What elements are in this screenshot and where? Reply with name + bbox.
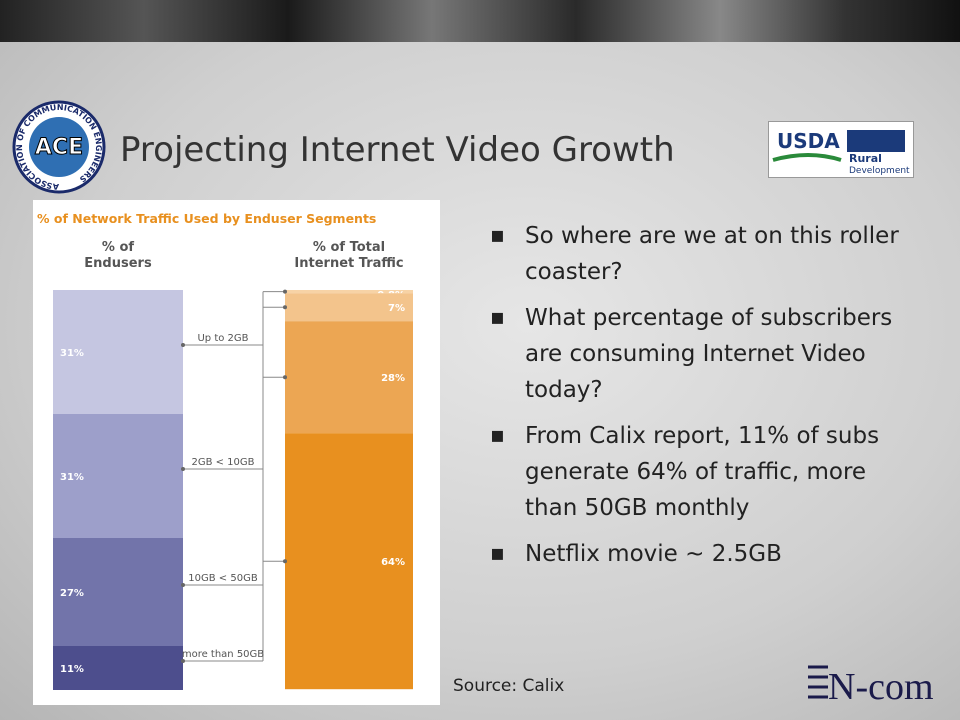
segment (285, 290, 413, 294)
segment-label: 7% (388, 303, 405, 314)
segment (285, 321, 413, 434)
banner (0, 0, 960, 42)
usda-text: USDA (777, 129, 840, 153)
connector-dot (181, 467, 185, 471)
ace-logo: ASSOCIATION OF COMMUNICATION ENGINEERS A… (12, 100, 106, 194)
connector-dot (283, 289, 287, 294)
bullet: From Calix report, 11% of subs generate … (490, 418, 905, 526)
column-heading: % of Endusers (84, 240, 152, 271)
usda-rural: Rural (849, 152, 882, 165)
connector-dot (181, 659, 185, 663)
ace-text: ACE (35, 135, 83, 160)
segment (53, 414, 183, 538)
slide-title: Projecting Internet Video Growth (120, 130, 675, 170)
segment-label: 31% (60, 348, 84, 359)
connector-dot (181, 343, 185, 347)
segment (53, 290, 183, 414)
segment-label: 64% (381, 557, 405, 568)
segment-label: 27% (60, 588, 84, 599)
category-label: 10GB < 50GB (188, 573, 258, 584)
segment (53, 538, 183, 646)
connector-dot (283, 559, 287, 564)
bullet: Netflix movie ~ 2.5GB (490, 536, 905, 572)
ncom-text: N-com (828, 666, 934, 708)
bullet: So where are we at on this roller coaste… (490, 218, 905, 290)
segment (285, 293, 413, 322)
segment-label: 11% (60, 664, 84, 675)
bullet-list: So where are we at on this roller coaste… (490, 218, 910, 582)
source: Source: Calix (453, 676, 565, 696)
connector-dot (283, 305, 287, 310)
usda-logo: USDA Rural Development (768, 121, 914, 178)
ncom-logo: N-com (808, 665, 934, 708)
connector-dot (283, 375, 287, 380)
usda-svg: USDA Rural Development (772, 129, 910, 176)
segment (285, 433, 413, 690)
chart-title: % of Network Traffic Used by Enduser Seg… (37, 211, 376, 226)
connector-dot (181, 583, 185, 587)
category-label: 2GB < 10GB (191, 457, 254, 468)
chart: % of Network Traffic Used by Enduser Seg… (33, 200, 440, 705)
segment-label: 31% (60, 472, 84, 483)
segment-label: 28% (381, 373, 405, 384)
usda-development: Development (849, 166, 910, 176)
segment (53, 646, 183, 690)
bullet: What percentage of subscribers are consu… (490, 300, 905, 408)
category-label: more than 50GB (182, 649, 264, 660)
category-label: Up to 2GB (197, 333, 248, 344)
column-heading-box: % of Total Internet Traffic (294, 240, 404, 271)
column-heading: % of Total Internet Traffic (294, 240, 404, 271)
column-heading-box: % of Endusers (84, 240, 152, 271)
